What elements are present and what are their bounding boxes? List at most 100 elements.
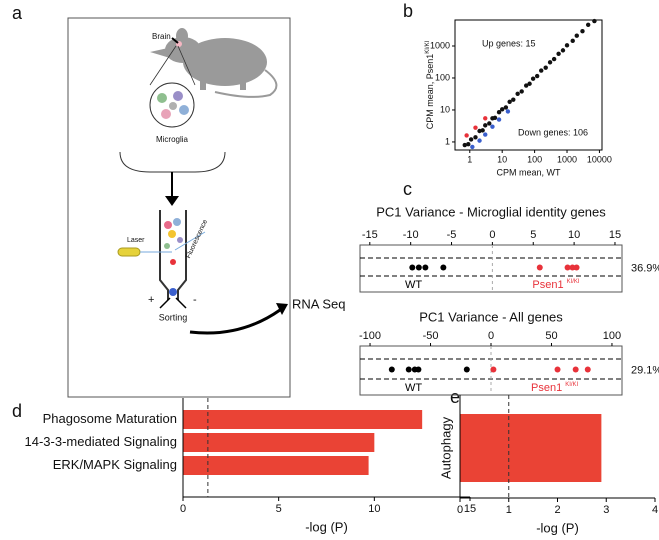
point bbox=[574, 33, 579, 38]
x-tick-label: 2 bbox=[554, 504, 560, 516]
point bbox=[560, 48, 566, 53]
category-label: Autophagy bbox=[438, 416, 453, 479]
point bbox=[462, 142, 467, 148]
point bbox=[543, 65, 548, 70]
point bbox=[496, 117, 502, 122]
point bbox=[547, 60, 553, 65]
series-name-superscript: KI/KI bbox=[565, 382, 578, 388]
chart-title: PC1 Variance - Microglial identity genes bbox=[376, 204, 606, 219]
x-tick-label: -15 bbox=[362, 229, 378, 241]
series-name: Psen1 bbox=[532, 279, 563, 291]
point bbox=[572, 366, 579, 373]
point bbox=[536, 264, 543, 271]
x-tick-label: 50 bbox=[545, 330, 557, 342]
x-tick-label: 4 bbox=[652, 504, 658, 516]
point bbox=[405, 366, 412, 373]
point bbox=[551, 56, 557, 62]
laser bbox=[117, 247, 141, 257]
point bbox=[422, 264, 429, 271]
panel-label: d bbox=[12, 401, 22, 421]
chart-title: PC1 Variance - All genes bbox=[419, 309, 563, 324]
x-tick-label: 10 bbox=[568, 229, 580, 241]
point bbox=[503, 105, 509, 110]
point bbox=[466, 142, 471, 147]
x-axis-label: CPM mean, WT bbox=[496, 167, 561, 177]
series-name: WT bbox=[405, 279, 422, 291]
point bbox=[440, 264, 447, 271]
x-axis-label: -log (P) bbox=[305, 519, 348, 534]
point bbox=[480, 128, 485, 133]
point bbox=[515, 91, 520, 97]
sorting-label: Sorting bbox=[159, 312, 188, 322]
fluorescence-label: Fluorescence bbox=[185, 218, 209, 259]
point bbox=[477, 138, 482, 143]
microglia-label: Microglia bbox=[156, 135, 189, 144]
x-tick-label: 3 bbox=[603, 504, 609, 516]
point bbox=[464, 133, 469, 138]
x-axis-label: -log (P) bbox=[536, 520, 579, 535]
point bbox=[527, 81, 532, 86]
point bbox=[487, 121, 492, 126]
point bbox=[564, 43, 570, 48]
point bbox=[530, 76, 536, 81]
annotation: Up genes: 15 bbox=[482, 38, 536, 48]
x-tick-label: 10 bbox=[368, 503, 380, 515]
point bbox=[511, 97, 516, 102]
laser-label: Laser bbox=[127, 237, 145, 244]
x-tick-label: 0 bbox=[488, 330, 494, 342]
point bbox=[490, 124, 495, 129]
point bbox=[554, 366, 561, 373]
point bbox=[473, 135, 478, 140]
bar bbox=[183, 433, 375, 452]
y-tick-label: 100 bbox=[435, 72, 450, 82]
y-axis-label: CPM mean, Psen1KI/KI bbox=[425, 40, 436, 129]
point bbox=[556, 51, 561, 57]
y-tick-label: 1 bbox=[445, 136, 450, 146]
x-tick-label: 1 bbox=[467, 154, 472, 164]
x-tick-label: 5 bbox=[276, 503, 282, 515]
point bbox=[584, 366, 591, 373]
category-label: ERK/MAPK Signaling bbox=[53, 457, 177, 472]
x-tick-label: 0 bbox=[457, 504, 463, 516]
x-tick-label: 10 bbox=[497, 154, 507, 164]
point bbox=[483, 123, 488, 128]
series-name: Psen1 bbox=[531, 382, 562, 394]
point bbox=[409, 264, 416, 271]
point bbox=[580, 29, 585, 34]
x-tick-label: -100 bbox=[359, 330, 381, 342]
point bbox=[490, 366, 497, 373]
plus-label: + bbox=[148, 294, 154, 306]
x-tick-label: 1000 bbox=[557, 154, 577, 164]
x-tick-label: 0 bbox=[180, 503, 186, 515]
x-tick-label: 100 bbox=[603, 330, 621, 342]
annotation: Down genes: 106 bbox=[518, 127, 588, 137]
point bbox=[507, 99, 512, 104]
panel-label: b bbox=[403, 1, 413, 21]
x-tick-label: 15 bbox=[464, 503, 476, 515]
point bbox=[492, 115, 498, 120]
series-label: Psen1 KI/KI bbox=[532, 279, 580, 291]
point bbox=[499, 107, 505, 112]
x-tick-label: 1 bbox=[506, 504, 512, 516]
point bbox=[539, 68, 544, 73]
point bbox=[463, 366, 470, 373]
point bbox=[496, 110, 502, 115]
point bbox=[415, 264, 422, 271]
point bbox=[573, 264, 580, 271]
point bbox=[519, 89, 524, 94]
x-tick-label: 10000 bbox=[587, 154, 612, 164]
panel-label: c bbox=[403, 179, 412, 199]
brain-label: Brain bbox=[152, 32, 171, 41]
diagram-frame bbox=[67, 17, 291, 398]
point bbox=[388, 366, 395, 373]
series-name-superscript: KI/KI bbox=[567, 279, 580, 285]
y-tick-label: 1000 bbox=[430, 40, 450, 50]
x-tick-label: -50 bbox=[423, 330, 439, 342]
point bbox=[415, 366, 422, 373]
series-label: WT bbox=[405, 382, 422, 394]
x-tick-label: 100 bbox=[527, 154, 542, 164]
x-tick-label: 0 bbox=[489, 229, 495, 241]
y-tick-label: 10 bbox=[440, 104, 450, 114]
point bbox=[473, 125, 478, 130]
